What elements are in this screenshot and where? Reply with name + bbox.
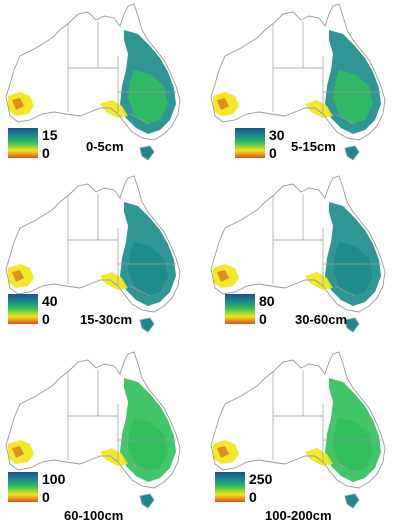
- depth-label: 30-60cm: [295, 312, 348, 327]
- depth-label: 60-100cm: [64, 508, 124, 523]
- legend-max-value: 40: [42, 293, 58, 309]
- coastline: [5, 175, 181, 313]
- legend-min-value: 0: [42, 145, 50, 161]
- legend-max-value: 250: [249, 471, 273, 487]
- legend-min-value: 0: [249, 489, 257, 505]
- south-central-region: [305, 272, 333, 290]
- depth-label: 100-200cm: [265, 508, 332, 523]
- color-scale-bar: [215, 472, 245, 502]
- southwest-core: [217, 446, 229, 458]
- legend-min-value: 0: [42, 489, 50, 505]
- map-panel-30-60cm: 80 0 30-60cm: [205, 172, 410, 349]
- map-panel-0-5cm: 15 0 0-5cm: [0, 0, 205, 177]
- state-border: [334, 461, 356, 473]
- australia-map: [5, 175, 181, 333]
- color-scale-bar: [8, 294, 38, 324]
- australia-map: [210, 351, 386, 509]
- tasmania: [344, 145, 360, 161]
- tasmania: [139, 493, 155, 509]
- legend-min-value: 0: [269, 145, 277, 161]
- inland-region: [128, 418, 168, 472]
- inland-region: [333, 70, 373, 124]
- coastline: [5, 3, 181, 141]
- state-border: [334, 285, 356, 297]
- south-central-region: [305, 100, 333, 118]
- legend-max-value: 15: [42, 127, 58, 143]
- tasmania: [139, 145, 155, 161]
- legend-min-value: 0: [42, 311, 50, 327]
- tasmania: [344, 493, 360, 509]
- map-panel-60-100cm: 100 0 60-100cm: [0, 348, 205, 525]
- coastline: [210, 351, 386, 489]
- color-scale-bar: [8, 128, 38, 158]
- tasmania: [344, 317, 360, 333]
- tasmania: [139, 317, 155, 333]
- depth-label: 5-15cm: [291, 139, 336, 154]
- depth-label: 0-5cm: [86, 139, 124, 154]
- color-scale-bar: [235, 128, 265, 158]
- australia-map: [5, 351, 181, 509]
- map-panel-15-30cm: 40 0 15-30cm: [0, 172, 205, 349]
- south-central-region: [100, 448, 128, 466]
- coastline: [210, 3, 386, 141]
- australia-map: [210, 175, 386, 333]
- coastline: [5, 351, 181, 489]
- inland-region: [128, 70, 168, 124]
- legend-max-value: 80: [259, 293, 275, 309]
- map-panel-100-200cm: 250 0 100-200cm: [205, 348, 410, 525]
- south-central-region: [305, 448, 333, 466]
- color-scale-bar: [225, 294, 255, 324]
- southwest-core: [217, 98, 229, 110]
- color-scale-bar: [8, 472, 38, 502]
- depth-label: 15-30cm: [80, 312, 133, 327]
- south-central-region: [100, 100, 128, 118]
- legend-min-value: 0: [259, 311, 267, 327]
- state-border: [129, 461, 151, 473]
- state-border: [334, 113, 356, 125]
- legend-max-value: 100: [42, 471, 66, 487]
- inland-region: [128, 242, 168, 296]
- state-border: [129, 113, 151, 125]
- southwest-core: [12, 446, 24, 458]
- coastline: [210, 175, 386, 313]
- map-panel-5-15cm: 30 0 5-15cm: [205, 0, 410, 177]
- inland-region: [333, 418, 373, 472]
- australia-map: [5, 3, 181, 161]
- legend-max-value: 30: [269, 127, 285, 143]
- southwest-core: [217, 270, 229, 282]
- inland-region: [333, 242, 373, 296]
- australia-map: [210, 3, 386, 161]
- state-border: [129, 285, 151, 297]
- southwest-core: [12, 98, 24, 110]
- south-central-region: [100, 272, 128, 290]
- southwest-core: [12, 270, 24, 282]
